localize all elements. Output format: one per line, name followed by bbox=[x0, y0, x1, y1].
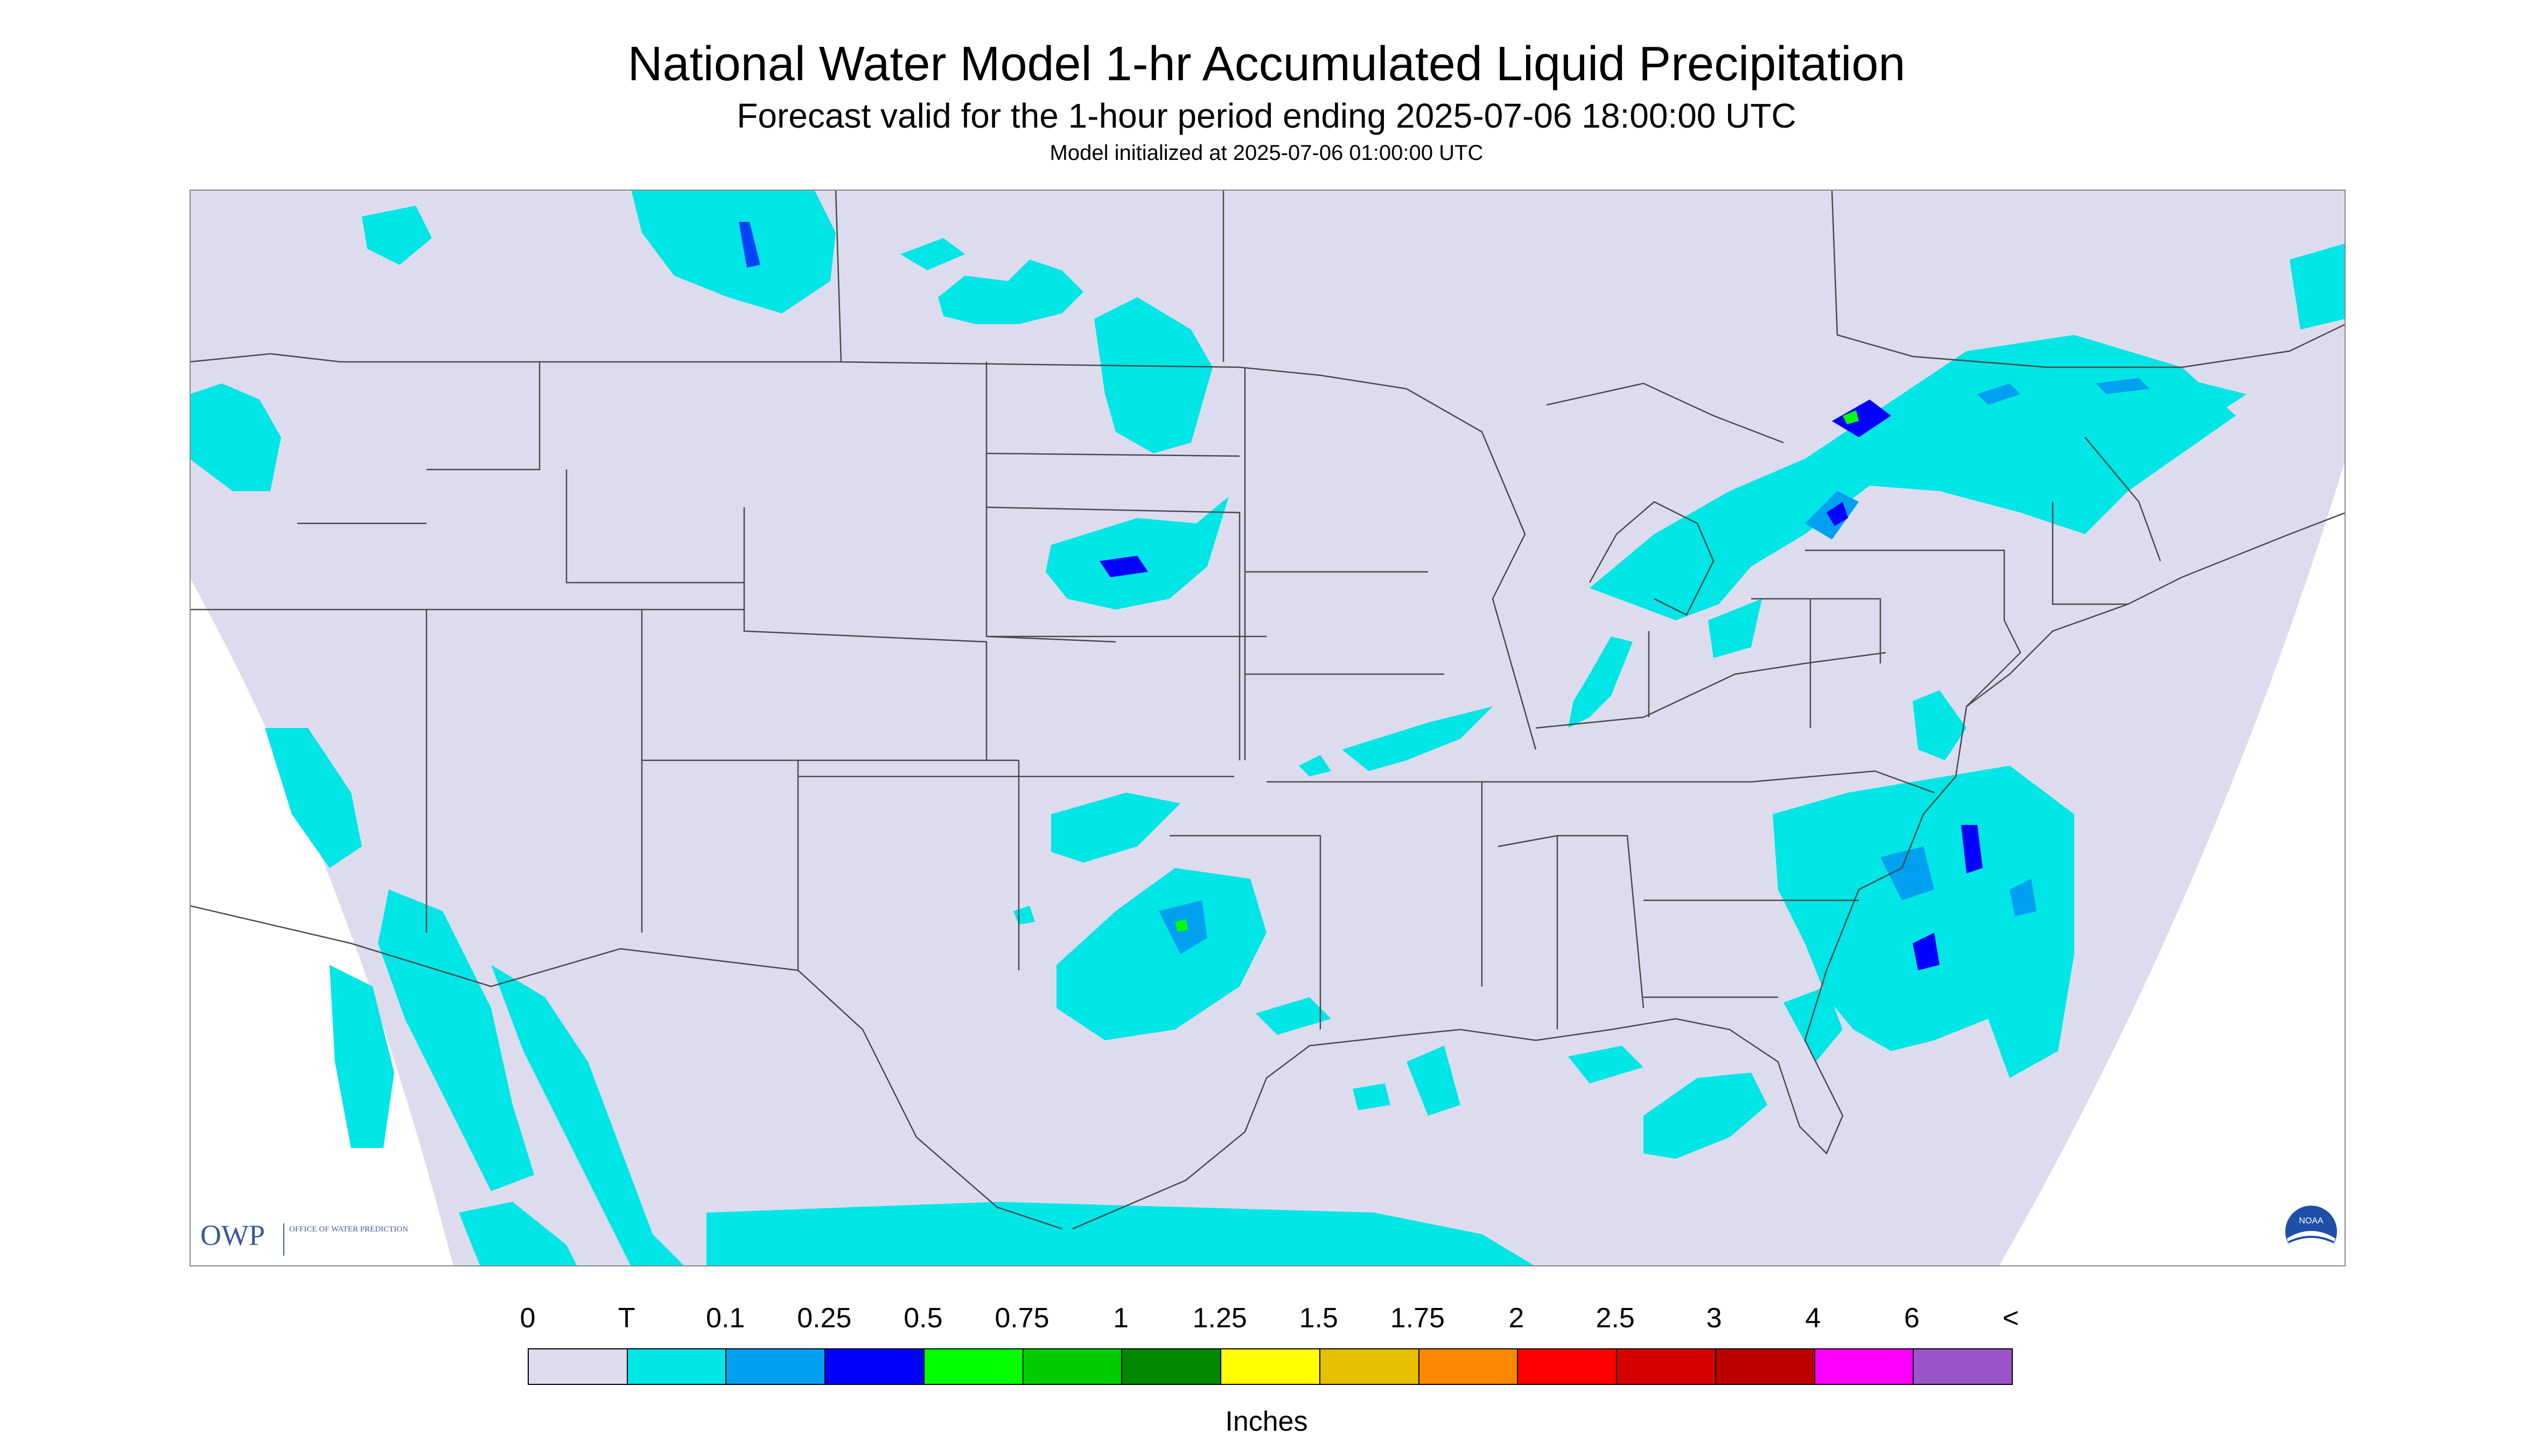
legend-swatch bbox=[1518, 1349, 1618, 1384]
legend-tick-label: 1.5 bbox=[1299, 1303, 1338, 1334]
legend-colorbar bbox=[528, 1348, 2013, 1385]
legend-tick-label: 2 bbox=[1508, 1303, 1524, 1334]
map-title: National Water Model 1-hr Accumulated Li… bbox=[627, 37, 1906, 91]
owp-logo-letters: OWP bbox=[200, 1219, 265, 1251]
legend-swatch bbox=[529, 1349, 628, 1384]
owp-logo-text: OFFICE OF WATER PREDICTION bbox=[289, 1225, 408, 1234]
legend-swatch bbox=[1221, 1349, 1320, 1384]
legend-tick-label: 0.5 bbox=[904, 1303, 943, 1334]
legend-tick-label: 1.25 bbox=[1192, 1303, 1247, 1334]
precip-areas bbox=[190, 190, 2346, 1266]
legend-tick-label: T bbox=[618, 1303, 635, 1334]
legend-tick-label: 4 bbox=[1805, 1303, 1821, 1334]
map-subtitle: Forecast valid for the 1-hour period end… bbox=[737, 96, 1796, 135]
legend-units: Inches bbox=[1225, 1406, 1308, 1437]
legend-tick-label: 6 bbox=[1904, 1303, 1920, 1334]
legend-swatch bbox=[1320, 1349, 1419, 1384]
legend-swatch bbox=[1716, 1349, 1815, 1384]
legend-tick-label: 1.75 bbox=[1390, 1303, 1445, 1334]
legend-swatch bbox=[825, 1349, 925, 1384]
legend-swatch bbox=[1815, 1349, 1914, 1384]
legend-swatch bbox=[1914, 1349, 2012, 1384]
legend-swatch bbox=[1122, 1349, 1222, 1384]
legend-tick-label: 0 bbox=[520, 1303, 536, 1334]
legend-tick-label: < bbox=[2002, 1303, 2019, 1334]
state-boundaries bbox=[190, 190, 2346, 1230]
legend-tick-label: 1 bbox=[1113, 1303, 1129, 1334]
noaa-logo: NOAA bbox=[2285, 1206, 2337, 1258]
legend-swatch bbox=[1023, 1349, 1123, 1384]
legend-swatch bbox=[1617, 1349, 1716, 1384]
legend-tick-label: 3 bbox=[1706, 1303, 1722, 1334]
map-frame bbox=[190, 190, 2346, 1266]
precipitation-map: OWP OFFICE OF WATER PREDICTION NOAA bbox=[190, 190, 2346, 1266]
legend-tick-label: 0.1 bbox=[706, 1303, 745, 1334]
legend-tick-label: 2.5 bbox=[1596, 1303, 1635, 1334]
legend-swatch bbox=[627, 1349, 727, 1384]
model-init-text: Model initialized at 2025-07-06 01:00:00… bbox=[1049, 141, 1484, 165]
noaa-logo-text: NOAA bbox=[2299, 1216, 2324, 1226]
legend-tick-label: 0.25 bbox=[797, 1303, 852, 1334]
legend-swatch bbox=[924, 1349, 1024, 1384]
owp-logo: OWP OFFICE OF WATER PREDICTION bbox=[200, 1219, 408, 1256]
legend-swatch bbox=[726, 1349, 826, 1384]
legend-swatch bbox=[1419, 1349, 1519, 1384]
legend-tick-label: 0.75 bbox=[995, 1303, 1049, 1334]
legend-labels: 0 T 0.1 0.25 0.5 0.75 1 1.25 1.5 1.75 2 2.5 3 4 6 < bbox=[520, 1302, 2019, 1340]
